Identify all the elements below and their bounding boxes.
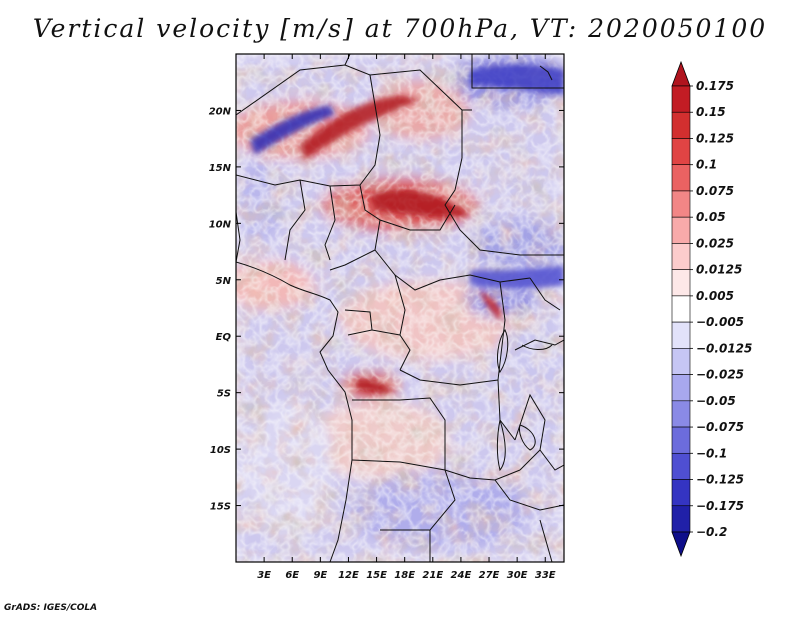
colorbar: 0.175 0.15 0.125 0.1 0.075 0.05 0.025 0.0125 0.0…	[671, 60, 752, 558]
colorbar-bin	[671, 164, 691, 192]
colorbar-label: −0.075	[696, 420, 744, 434]
x-tick-label: 27E	[479, 570, 500, 581]
x-tick-label: 9E	[313, 570, 327, 581]
colorbar-bin	[671, 216, 691, 244]
y-tick-label: 20N	[209, 106, 232, 117]
x-tick-label: 15E	[366, 570, 387, 581]
x-tick-label: 6E	[285, 570, 299, 581]
colorbar-bin	[671, 269, 691, 297]
colorbar-label: −0.1	[696, 446, 727, 460]
heatmap-field	[236, 54, 564, 562]
colorbar-bin	[671, 295, 691, 323]
x-tick-label: 33E	[535, 570, 556, 581]
y-tick-label: 10N	[209, 219, 232, 230]
colorbar-bin	[671, 479, 691, 507]
colorbar-bin	[671, 190, 691, 218]
x-tick-label: 21E	[422, 570, 443, 581]
colorbar-label: −0.005	[696, 315, 744, 329]
colorbar-bin	[671, 505, 691, 533]
colorbar-label: −0.05	[696, 394, 736, 408]
colorbar-label: 0.05	[696, 210, 726, 224]
colorbar-label: 0.175	[696, 79, 734, 93]
colorbar-bin	[671, 426, 691, 454]
colorbar-bin	[671, 85, 691, 113]
colorbar-bin	[671, 531, 691, 558]
x-tick-label: 18E	[394, 570, 415, 581]
x-tick-label: 3E	[257, 570, 271, 581]
colorbar-label: −0.175	[696, 499, 744, 513]
colorbar-label: 0.075	[696, 184, 734, 198]
x-tick-label: 12E	[338, 570, 359, 581]
colorbar-bin	[671, 321, 691, 349]
colorbar-label: 0.15	[696, 105, 726, 119]
colorbar-bin	[671, 60, 691, 87]
x-tick-label: 24E	[451, 570, 472, 581]
y-axis: 20N 15N 10N 5N EQ 5S 10S 15S	[209, 106, 564, 513]
colorbar-label: −0.0125	[696, 341, 752, 355]
colorbar-label: −0.2	[696, 525, 727, 539]
colorbar-label: 0.0125	[696, 263, 742, 277]
footer-credit: GrADS: IGES/COLA	[4, 603, 98, 613]
y-tick-label: 5S	[217, 389, 231, 400]
y-tick-label: 5N	[216, 276, 232, 287]
chart-title: Vertical velocity [m/s] at 700hPa, VT: 2…	[32, 14, 768, 43]
map-borders	[236, 54, 564, 562]
y-tick-label: 10S	[210, 445, 231, 456]
colorbar-label: 0.025	[696, 236, 734, 250]
colorbar-bin	[671, 452, 691, 480]
colorbar-label: 0.1	[696, 158, 717, 172]
map-frame	[235, 53, 565, 563]
y-tick-label: 15S	[210, 502, 231, 513]
y-tick-label: 15N	[209, 163, 232, 174]
colorbar-label: −0.125	[696, 473, 744, 487]
x-tick-label: 30E	[507, 570, 528, 581]
colorbar-bin	[671, 111, 691, 139]
x-axis: 3E 6E 9E 12E 15E 18E 21E 24E 27E 30E 33E	[257, 54, 556, 581]
colorbar-bin	[671, 138, 691, 166]
colorbar-bin	[671, 400, 691, 428]
colorbar-bin	[671, 348, 691, 375]
colorbar-label: −0.025	[696, 368, 744, 382]
y-tick-label: EQ	[216, 332, 232, 343]
colorbar-label: 0.125	[696, 131, 734, 145]
colorbar-label: 0.005	[696, 289, 734, 303]
colorbar-bin	[671, 374, 691, 402]
colorbar-bin	[671, 243, 691, 270]
